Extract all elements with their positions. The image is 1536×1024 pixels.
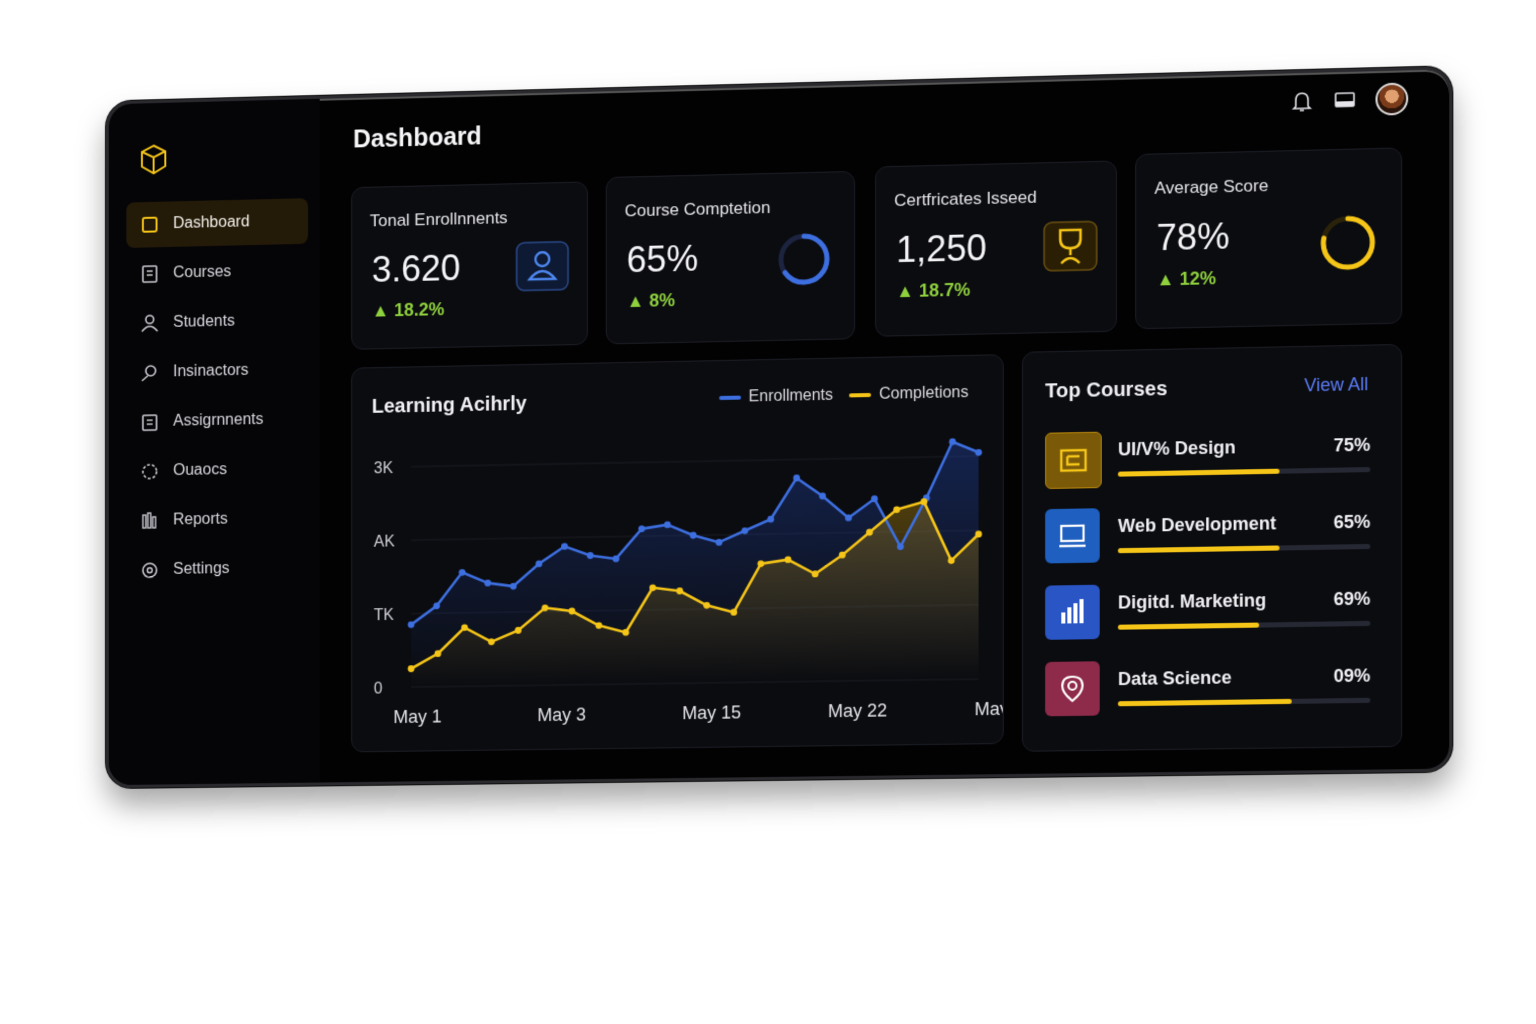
stat-card-average-score: Average Score 78% ▲ 12% bbox=[1135, 147, 1402, 329]
y-tick-label: 3K bbox=[374, 460, 394, 477]
avatar[interactable] bbox=[1375, 82, 1408, 115]
stat-label: Course Comptetion bbox=[625, 198, 771, 221]
award-icon bbox=[1043, 220, 1098, 272]
stat-value: 65% bbox=[627, 238, 699, 282]
quiz-icon bbox=[140, 462, 159, 482]
x-tick-label: Mav 39 bbox=[975, 698, 1003, 719]
sidebar-item-assignments[interactable]: Assigrnnents bbox=[126, 396, 308, 445]
logo-icon bbox=[138, 142, 169, 176]
top-courses-title: Top Courses bbox=[1045, 378, 1167, 404]
progress-fill bbox=[1118, 545, 1279, 553]
sidebar-item-label: Ouaocs bbox=[173, 461, 227, 480]
dashboard-window: Dashboard Courses Students Insinactors A… bbox=[106, 66, 1452, 788]
students-icon bbox=[140, 313, 159, 333]
stat-delta-value: 12% bbox=[1180, 268, 1217, 289]
course-pct: 75% bbox=[1334, 435, 1371, 457]
stat-card-certificates: Certfricates Isseed 1,250 ▲ 18.7% bbox=[875, 160, 1117, 336]
sidebar-item-label: Settings bbox=[173, 560, 229, 579]
score-ring bbox=[1317, 212, 1378, 274]
stat-label: Certfricates Isseed bbox=[894, 188, 1037, 211]
sidebar-item-label: Insinactors bbox=[173, 362, 249, 381]
learning-activity-card: Learning Acihrly Enrollments Completions… bbox=[351, 354, 1004, 752]
assignment-icon bbox=[140, 412, 159, 432]
top-courses-card: Top Courses View All UI/V% Design 75% We… bbox=[1022, 344, 1402, 752]
user-icon bbox=[516, 241, 569, 292]
progress-fill bbox=[1118, 699, 1292, 706]
stat-value: 1,250 bbox=[896, 227, 987, 271]
y-tick-label: 0 bbox=[374, 680, 383, 697]
sidebar-item-label: Students bbox=[173, 313, 235, 332]
laptop-icon bbox=[1045, 508, 1100, 563]
stat-label: Average Score bbox=[1154, 176, 1268, 199]
stat-delta: ▲ 8% bbox=[627, 290, 676, 312]
x-tick-label: May 1 bbox=[393, 706, 441, 727]
y-tick-label: TK bbox=[374, 607, 394, 624]
course-name: UI/V% Design bbox=[1118, 437, 1236, 460]
stat-delta: ▲ 18.2% bbox=[372, 299, 445, 321]
course-name: Digitd. Marketing bbox=[1118, 590, 1266, 614]
stat-delta-value: 8% bbox=[649, 290, 675, 311]
sidebar-item-label: Assigrnnents bbox=[173, 411, 263, 431]
course-pct: 09% bbox=[1334, 665, 1371, 687]
course-pct: 65% bbox=[1334, 512, 1371, 534]
x-tick-label: May 3 bbox=[537, 704, 586, 725]
course-name: Web Development bbox=[1118, 513, 1276, 537]
stat-delta-value: 18.2% bbox=[394, 299, 444, 320]
progress-track bbox=[1118, 467, 1370, 477]
stat-card-completion: Course Comptetion 65% ▲ 8% bbox=[606, 171, 855, 345]
completion-ring bbox=[776, 231, 832, 288]
bar-chart-icon bbox=[1045, 585, 1100, 640]
sidebar-item-students[interactable]: Students bbox=[126, 297, 308, 346]
progress-track bbox=[1118, 621, 1370, 630]
x-tick-label: May 22 bbox=[828, 700, 887, 721]
sidebar-item-instructors[interactable]: Insinactors bbox=[126, 347, 308, 396]
grid-line bbox=[411, 456, 978, 467]
course-row-digital-marketing[interactable]: Digitd. Marketing 69% bbox=[1045, 580, 1370, 646]
course-row-data-science[interactable]: Data Science 09% bbox=[1045, 657, 1370, 722]
stat-card-enrollments: Tonal Enrollnnents 3.620 ▲ 18.2% bbox=[351, 181, 588, 349]
stat-delta: ▲ 18.7% bbox=[896, 280, 970, 303]
sidebar-item-label: Dashboard bbox=[173, 213, 249, 233]
sidebar: Dashboard Courses Students Insinactors A… bbox=[109, 99, 320, 785]
sidebar-item-label: Courses bbox=[173, 263, 231, 282]
sidebar-item-quizzes[interactable]: Ouaocs bbox=[126, 446, 308, 495]
sidebar-item-settings[interactable]: Settings bbox=[126, 545, 308, 594]
sidebar-item-label: Reports bbox=[173, 511, 228, 530]
stat-value: 78% bbox=[1156, 215, 1229, 259]
dashboard-icon bbox=[140, 215, 159, 235]
course-row-ui-design[interactable]: UI/V% Design 75% bbox=[1045, 427, 1370, 494]
bell-icon[interactable] bbox=[1290, 89, 1314, 114]
messages-icon[interactable] bbox=[1333, 88, 1358, 113]
progress-track bbox=[1118, 698, 1370, 706]
progress-fill bbox=[1118, 469, 1279, 477]
design-icon bbox=[1045, 432, 1102, 489]
stat-delta-value: 18.7% bbox=[919, 280, 970, 301]
data-point[interactable] bbox=[975, 449, 982, 456]
stat-delta: ▲ 12% bbox=[1156, 268, 1216, 290]
sidebar-item-reports[interactable]: Reports bbox=[126, 495, 308, 544]
main-content: Dashboard Tonal Enrollnnents 3.620 ▲ 18.… bbox=[320, 69, 1450, 782]
reports-icon bbox=[140, 511, 159, 531]
top-bar-icons bbox=[1290, 82, 1409, 117]
instructors-icon bbox=[140, 363, 159, 383]
view-all-link[interactable]: View All bbox=[1304, 374, 1368, 397]
location-icon bbox=[1045, 661, 1100, 716]
activity-line-chart: 0 TK AK 3K May 1 May 3 May 15 May 22 Mav 39 bbox=[352, 355, 1003, 751]
course-pct: 69% bbox=[1334, 588, 1371, 610]
book-icon bbox=[140, 264, 159, 284]
page-title: Dashboard bbox=[353, 122, 482, 154]
stat-label: Tonal Enrollnnents bbox=[370, 208, 508, 231]
sidebar-item-dashboard[interactable]: Dashboard bbox=[126, 198, 308, 248]
x-tick-label: May 15 bbox=[682, 702, 741, 723]
settings-icon bbox=[140, 560, 159, 580]
progress-track bbox=[1118, 544, 1370, 553]
y-tick-label: AK bbox=[374, 533, 395, 550]
sidebar-item-courses[interactable]: Courses bbox=[126, 248, 308, 298]
course-name: Data Science bbox=[1118, 667, 1232, 690]
course-row-web-development[interactable]: Web Development 65% bbox=[1045, 503, 1370, 569]
progress-fill bbox=[1118, 623, 1259, 630]
stat-value: 3.620 bbox=[372, 247, 461, 291]
sidebar-nav: Dashboard Courses Students Insinactors A… bbox=[126, 198, 308, 597]
